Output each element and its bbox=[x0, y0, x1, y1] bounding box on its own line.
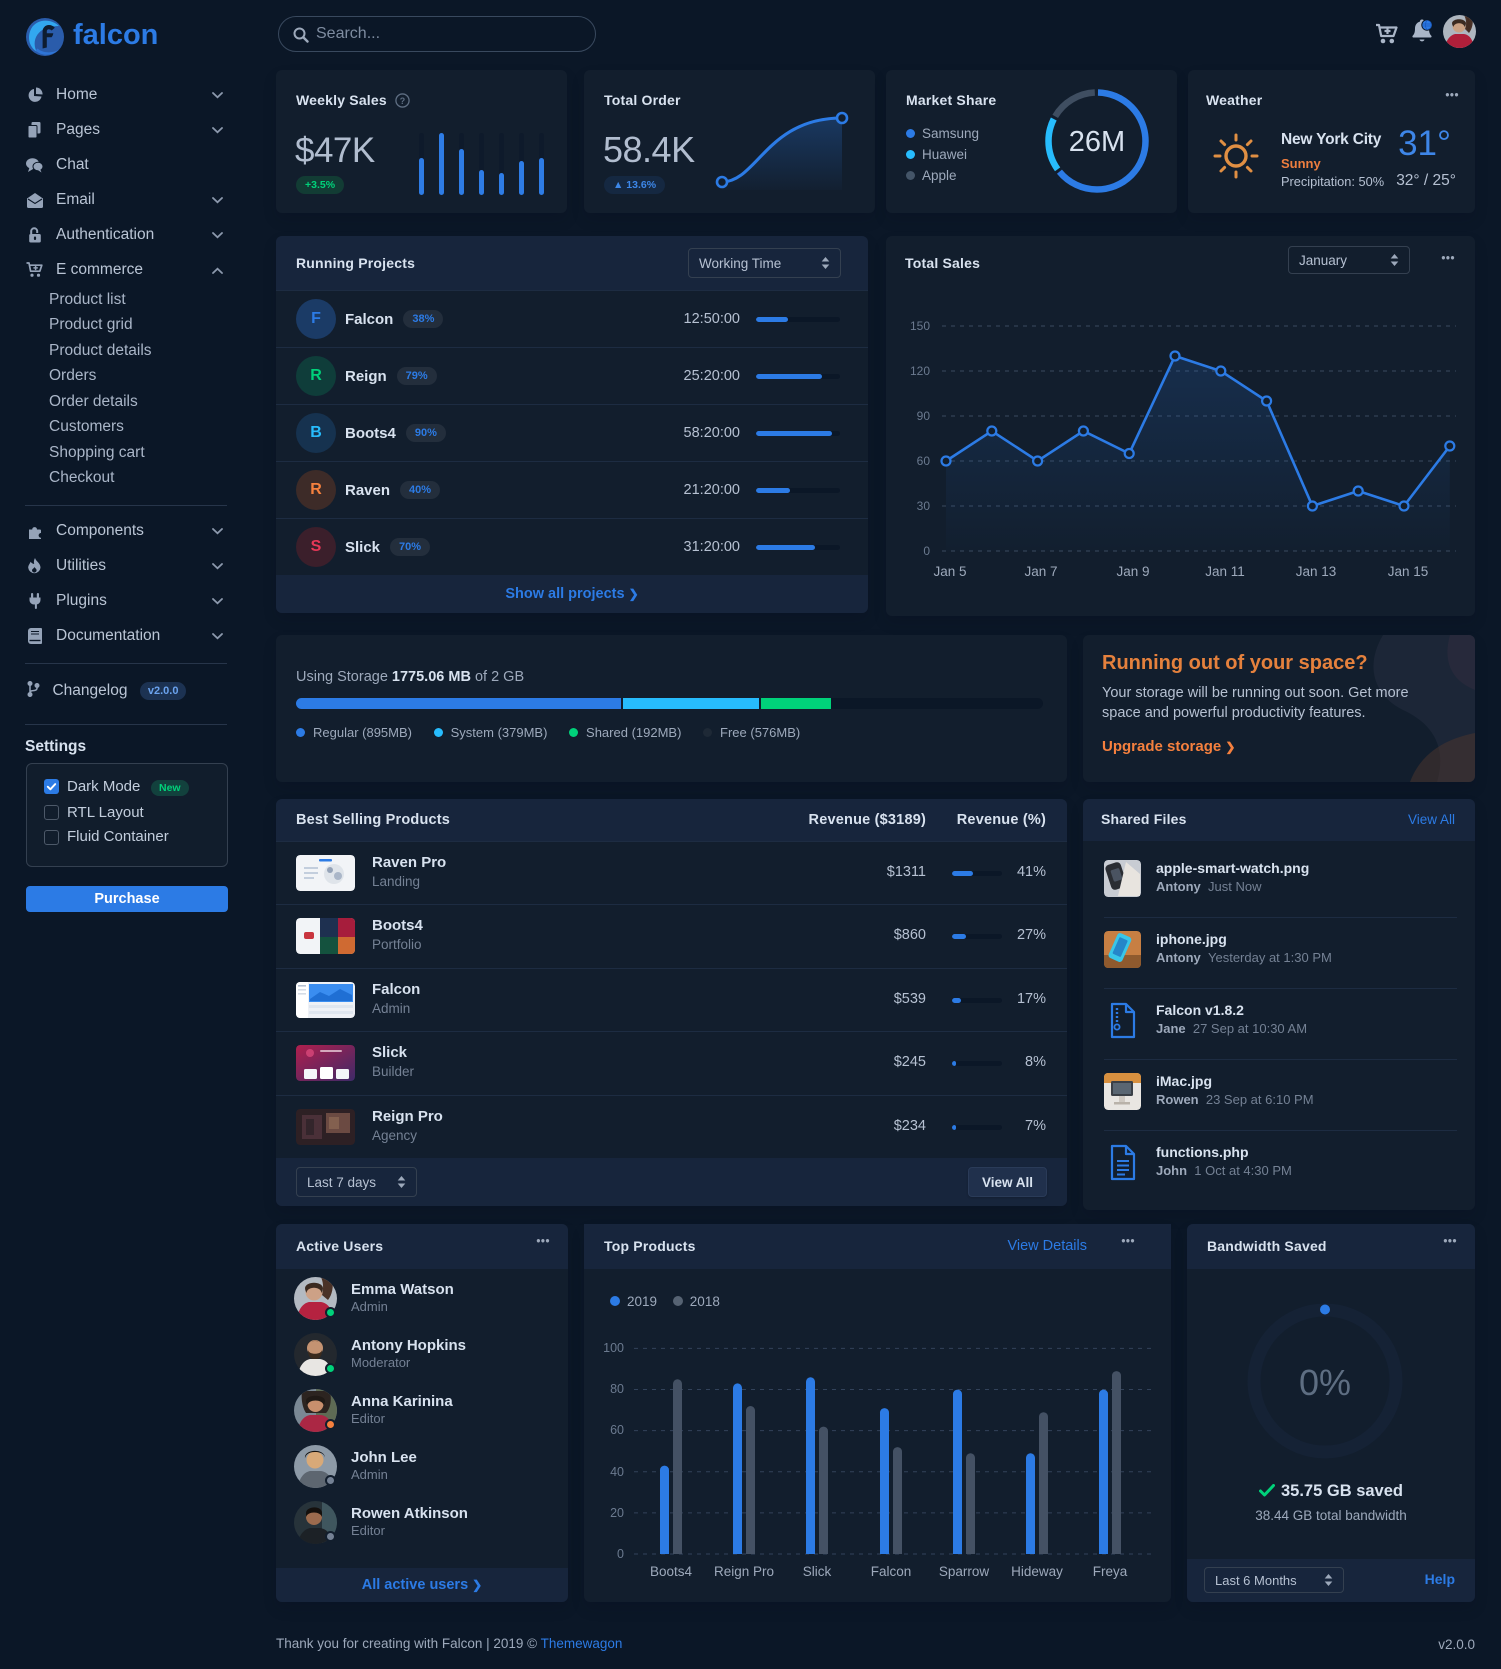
svg-text:Sparrow: Sparrow bbox=[939, 1564, 990, 1579]
svg-text:150: 150 bbox=[910, 319, 930, 333]
svg-text:60: 60 bbox=[917, 454, 931, 468]
svg-text:Falcon: Falcon bbox=[871, 1564, 912, 1579]
svg-text:0: 0 bbox=[923, 544, 930, 558]
svg-text:Jan 9: Jan 9 bbox=[1116, 564, 1149, 579]
svg-text:?: ? bbox=[400, 96, 406, 106]
svg-text:120: 120 bbox=[910, 364, 930, 378]
svg-text:20: 20 bbox=[610, 1506, 624, 1520]
svg-text:80: 80 bbox=[610, 1382, 624, 1396]
svg-text:Boots4: Boots4 bbox=[650, 1564, 693, 1579]
svg-text:26M: 26M bbox=[1069, 126, 1125, 158]
svg-text:Jan 13: Jan 13 bbox=[1296, 564, 1337, 579]
svg-text:0: 0 bbox=[617, 1547, 624, 1561]
svg-text:100: 100 bbox=[603, 1341, 624, 1355]
svg-text:Jan 5: Jan 5 bbox=[933, 564, 966, 579]
svg-text:0%: 0% bbox=[1299, 1362, 1351, 1403]
svg-text:30: 30 bbox=[917, 499, 931, 513]
svg-text:Hideway: Hideway bbox=[1011, 1564, 1063, 1579]
svg-text:40: 40 bbox=[610, 1465, 624, 1479]
svg-text:90: 90 bbox=[917, 409, 931, 423]
svg-text:Jan 7: Jan 7 bbox=[1024, 564, 1057, 579]
svg-text:Jan 15: Jan 15 bbox=[1388, 564, 1429, 579]
svg-text:Freya: Freya bbox=[1093, 1564, 1128, 1579]
svg-text:Reign Pro: Reign Pro bbox=[714, 1564, 774, 1579]
svg-text:Jan 11: Jan 11 bbox=[1205, 564, 1245, 579]
svg-text:60: 60 bbox=[610, 1423, 624, 1437]
svg-text:Slick: Slick bbox=[803, 1564, 832, 1579]
